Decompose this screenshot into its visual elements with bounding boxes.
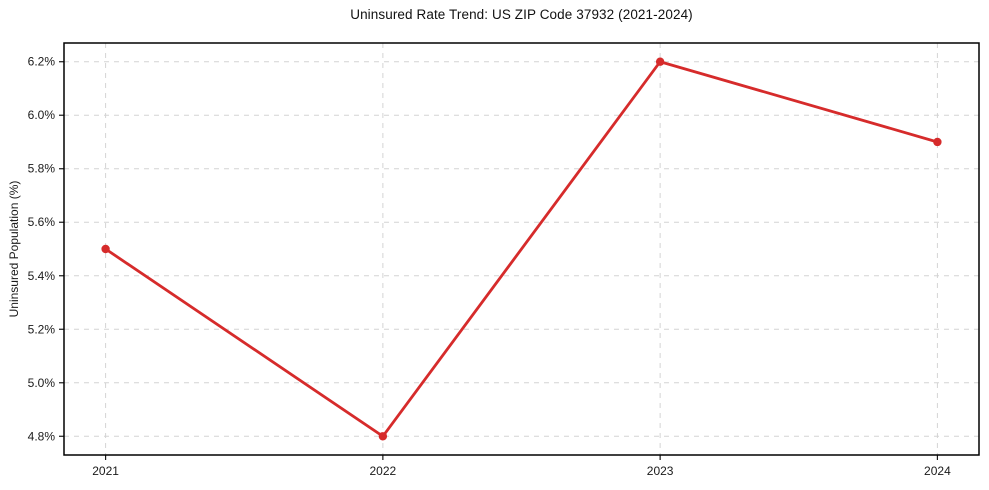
data-point xyxy=(655,57,665,66)
y-tick-label: 5.2% xyxy=(28,322,56,336)
grid-layer xyxy=(64,43,979,455)
chart-title: Uninsured Rate Trend: US ZIP Code 37932 … xyxy=(350,7,693,22)
y-tick-label: 6.0% xyxy=(28,108,56,122)
x-tick-label: 2021 xyxy=(92,464,119,478)
y-tick-label: 5.8% xyxy=(28,162,56,176)
series-layer xyxy=(101,57,942,441)
y-tick-label: 6.2% xyxy=(28,55,56,69)
tick-label-layer: 4.8% 5.0% 5.2% 5.4% 5.6% 5.8% 6.0% 6.2% 2021 2022… xyxy=(28,55,951,478)
x-tick-label: 2022 xyxy=(370,464,397,478)
data-point xyxy=(101,244,110,254)
x-tick-label: 2023 xyxy=(647,464,674,478)
x-tick-label: 2024 xyxy=(924,464,951,478)
y-tick-label: 5.0% xyxy=(28,376,56,390)
tick-layer xyxy=(59,61,939,460)
y-tick-label: 5.6% xyxy=(28,215,56,229)
y-tick-label: 5.4% xyxy=(28,269,56,283)
y-tick-label: 4.8% xyxy=(28,429,56,443)
data-point xyxy=(378,432,388,441)
trend-line xyxy=(104,60,939,438)
data-point xyxy=(933,137,942,147)
plot-border xyxy=(63,42,980,456)
